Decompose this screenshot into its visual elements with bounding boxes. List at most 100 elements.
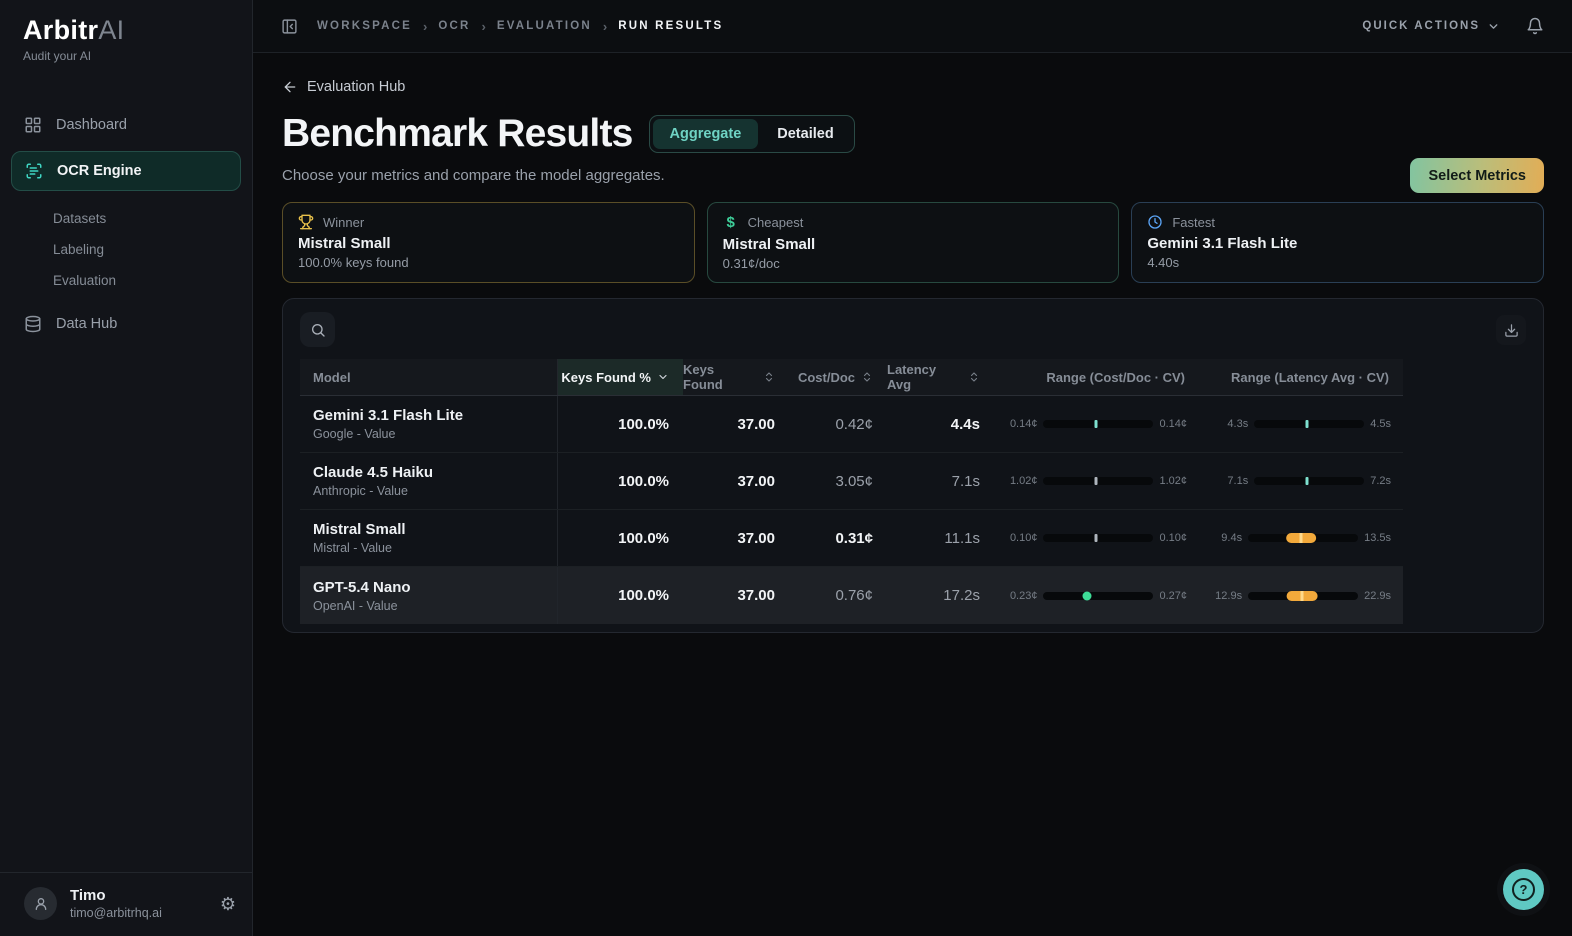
sidebar-item-evaluation[interactable]: Evaluation (0, 265, 252, 296)
sidebar-item-dashboard[interactable]: Dashboard (0, 105, 252, 145)
range-track (1254, 420, 1364, 428)
range-min: 1.02¢ (1010, 475, 1038, 487)
column-header-latency-avg[interactable]: Latency Avg (887, 359, 994, 395)
card-label: Winner (323, 215, 364, 230)
user-panel[interactable]: Timo timo@arbitrhq.ai ⚙ (0, 872, 252, 936)
sidebar-collapse-icon[interactable] (281, 15, 303, 37)
cost-doc-value: 3.05¢ (789, 473, 887, 490)
quick-actions-label: QUICK ACTIONS (1362, 20, 1480, 32)
scan-text-icon (25, 162, 43, 180)
page-title: Benchmark Results (282, 112, 633, 156)
winner-card: Winner Mistral Small 100.0% keys found (282, 202, 695, 283)
brand-name: ArbitrAI (23, 15, 229, 46)
table-row-mistral[interactable]: Mistral Small Mistral - Value 100.0% 37.… (300, 510, 1403, 567)
database-icon (24, 315, 42, 333)
sidebar-item-label: OCR Engine (57, 163, 142, 179)
topbar: WORKSPACE › OCR › EVALUATION › RUN RESUL… (253, 0, 1572, 53)
range-max: 1.02¢ (1159, 475, 1187, 487)
avatar (24, 887, 57, 920)
bell-icon[interactable] (1526, 17, 1544, 35)
column-header-cost-doc[interactable]: Cost/Doc (789, 359, 887, 395)
download-button[interactable] (1496, 315, 1526, 345)
person-icon (33, 896, 49, 912)
model-provider: Google - Value (313, 427, 557, 441)
quick-actions-button[interactable]: QUICK ACTIONS (1362, 20, 1500, 33)
model-provider: OpenAI - Value (313, 599, 557, 613)
range-marker (1306, 420, 1309, 428)
range-min: 0.14¢ (1010, 418, 1038, 430)
brand-tagline: Audit your AI (23, 49, 229, 63)
column-header-keys-found-pct[interactable]: Keys Found % (558, 359, 683, 395)
column-header-range-cost: Range (Cost/Doc · CV) (994, 359, 1199, 395)
cheapest-card: $ Cheapest Mistral Small 0.31¢/doc (707, 202, 1120, 283)
range-marker (1287, 591, 1318, 601)
card-value: 100.0% keys found (298, 255, 679, 270)
sidebar-item-ocr-engine[interactable]: OCR Engine (11, 151, 241, 191)
sidebar-subnav: Datasets Labeling Evaluation (0, 197, 252, 298)
question-mark-icon: ? (1512, 878, 1535, 901)
results-table-card: Model Keys Found % Keys Found Cost/Doc (282, 298, 1544, 633)
keys-found-pct-value: 100.0% (558, 416, 683, 433)
sidebar-item-data-hub[interactable]: Data Hub (0, 304, 252, 344)
select-metrics-button[interactable]: Select Metrics (1410, 158, 1544, 193)
sort-icon (861, 371, 873, 383)
clock-icon (1147, 214, 1163, 230)
tab-aggregate[interactable]: Aggregate (653, 119, 759, 149)
breadcrumb-item-ocr[interactable]: OCR (438, 20, 470, 32)
gear-icon[interactable]: ⚙ (220, 895, 236, 913)
model-name: Claude 4.5 Haiku (313, 464, 557, 481)
latency-avg-value: 4.4s (887, 416, 994, 433)
column-header-label: Keys Found (683, 362, 757, 392)
model-name: Gemini 3.1 Flash Lite (313, 407, 557, 424)
sidebar-item-label: Dashboard (56, 117, 127, 133)
cost-range: 0.14¢ 0.14¢ (994, 418, 1199, 430)
model-cell: GPT-5.4 Nano OpenAI - Value (300, 567, 558, 624)
cost-range: 1.02¢ 1.02¢ (994, 475, 1199, 487)
breadcrumb-item-evaluation[interactable]: EVALUATION (497, 20, 592, 32)
sort-icon (763, 371, 775, 383)
latency-avg-value: 7.1s (887, 473, 994, 490)
main-area: WORKSPACE › OCR › EVALUATION › RUN RESUL… (253, 0, 1572, 936)
range-max: 0.27¢ (1159, 590, 1187, 602)
card-value: 4.40s (1147, 255, 1528, 270)
range-marker (1083, 591, 1092, 600)
sort-icon (968, 371, 980, 383)
breadcrumb-item-workspace[interactable]: WORKSPACE (317, 20, 412, 32)
help-button[interactable]: ? (1503, 869, 1544, 910)
brand-logo: ArbitrAI Audit your AI (0, 0, 252, 63)
chevron-right-icon: › (603, 19, 607, 34)
keys-found-value: 37.00 (683, 416, 789, 433)
table-header-row: Model Keys Found % Keys Found Cost/Doc (300, 359, 1403, 396)
sidebar-item-labeling[interactable]: Labeling (0, 234, 252, 265)
view-toggle: Aggregate Detailed (649, 115, 855, 153)
table-row-claude[interactable]: Claude 4.5 Haiku Anthropic - Value 100.0… (300, 453, 1403, 510)
chevron-down-icon (1487, 20, 1500, 33)
column-header-keys-found[interactable]: Keys Found (683, 359, 789, 395)
table-row-gpt[interactable]: GPT-5.4 Nano OpenAI - Value 100.0% 37.00… (300, 567, 1403, 624)
app-root: ArbitrAI Audit your AI Dashboard OCR Eng… (0, 0, 1572, 936)
range-marker (1095, 477, 1098, 485)
range-min: 12.9s (1215, 590, 1242, 602)
latency-range: 12.9s 22.9s (1199, 590, 1403, 602)
sidebar-item-datasets[interactable]: Datasets (0, 203, 252, 234)
card-label: Cheapest (748, 215, 804, 230)
model-name: GPT-5.4 Nano (313, 579, 557, 596)
latency-avg-value: 11.1s (887, 530, 994, 547)
chevron-right-icon: › (423, 19, 427, 34)
back-link[interactable]: Evaluation Hub (282, 79, 405, 95)
search-button[interactable] (300, 312, 335, 347)
table-row-gemini[interactable]: Gemini 3.1 Flash Lite Google - Value 100… (300, 396, 1403, 453)
column-header-label: Keys Found % (561, 370, 651, 385)
column-header-model: Model (300, 359, 558, 395)
chevron-right-icon: › (481, 19, 485, 34)
range-max: 7.2s (1370, 475, 1391, 487)
tab-detailed[interactable]: Detailed (760, 119, 850, 149)
range-min: 0.23¢ (1010, 590, 1038, 602)
fastest-card-header: Fastest (1147, 214, 1528, 230)
range-track (1043, 477, 1153, 485)
range-marker (1306, 477, 1309, 485)
sidebar-item-label: Data Hub (56, 316, 117, 332)
grid-icon (24, 116, 42, 134)
cost-range: 0.10¢ 0.10¢ (994, 532, 1199, 544)
cost-doc-value: 0.42¢ (789, 416, 887, 433)
